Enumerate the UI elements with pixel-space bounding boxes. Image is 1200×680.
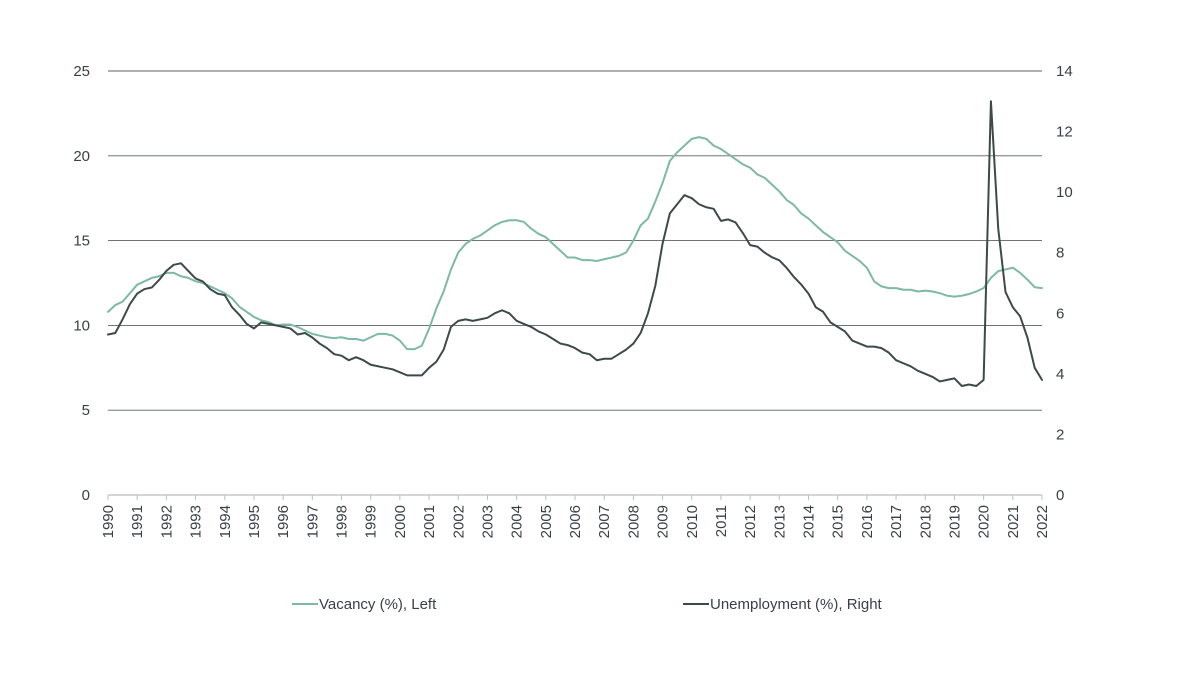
- legend[interactable]: Vacancy (%), Left Unemployment (%), Right: [292, 596, 883, 613]
- right-y-tick-label: 8: [1056, 245, 1064, 262]
- unemployment-series-line: [107, 100, 1043, 387]
- right-y-tick-label: 6: [1056, 305, 1064, 322]
- x-tick-label: 2021: [1005, 505, 1022, 538]
- legend-item[interactable]: Vacancy (%), Left: [292, 596, 437, 613]
- vacancy-series-line: [107, 136, 1043, 351]
- x-tick-label: 1994: [217, 505, 234, 538]
- x-tick-label: 2020: [976, 505, 993, 538]
- left-y-tick-label: 5: [82, 402, 90, 419]
- x-tick-label: 2010: [684, 505, 701, 538]
- x-tick-label: 2016: [859, 505, 876, 538]
- x-tick-label: 2006: [567, 505, 584, 538]
- x-tick-label: 2001: [421, 505, 438, 538]
- legend-label: Unemployment (%), Right: [710, 596, 883, 613]
- x-axis: 1990 1991 1992 1993 1994 1995 1996 1997 1998 1999…: [100, 495, 1051, 538]
- right-y-tick-label: 12: [1056, 124, 1073, 141]
- x-tick-label: 2019: [946, 505, 963, 538]
- x-tick-label: 2012: [742, 505, 759, 538]
- left-y-tick-label: 20: [73, 148, 90, 165]
- right-y-axis: 0 2 4 6 8 10 12 14: [1056, 63, 1073, 504]
- right-y-tick-label: 14: [1056, 63, 1073, 80]
- left-y-tick-label: 0: [82, 487, 90, 504]
- right-y-tick-label: 0: [1056, 487, 1064, 504]
- x-tick-label: 2002: [450, 505, 467, 538]
- x-tick-label: 1995: [246, 505, 263, 538]
- x-tick-label: 2018: [917, 505, 934, 538]
- x-tick-label: 1999: [363, 505, 380, 538]
- x-tick-label: 1993: [188, 505, 205, 538]
- right-y-tick-label: 10: [1056, 184, 1073, 201]
- right-y-tick-label: 2: [1056, 426, 1064, 443]
- right-y-tick-label: 4: [1056, 366, 1064, 383]
- left-y-tick-label: 25: [73, 63, 90, 80]
- x-tick-label: 2004: [509, 505, 526, 538]
- x-tick-label: 1991: [129, 505, 146, 538]
- left-y-tick-label: 15: [73, 233, 90, 250]
- gridlines: [108, 70, 1042, 496]
- x-tick-label: 2015: [830, 505, 847, 538]
- x-tick-label: 2017: [888, 505, 905, 538]
- x-tick-label: 2008: [625, 505, 642, 538]
- x-tick-label: 2000: [392, 505, 409, 538]
- left-y-axis: 0 5 10 15 20 25: [73, 63, 90, 504]
- x-tick-label: 2014: [801, 505, 818, 538]
- x-tick-label: 2009: [655, 505, 672, 538]
- x-tick-label: 2003: [479, 505, 496, 538]
- x-tick-label: 2007: [596, 505, 613, 538]
- x-tick-label: 1997: [304, 505, 321, 538]
- x-tick-label: 2022: [1034, 505, 1051, 538]
- x-tick-label: 2005: [538, 505, 555, 538]
- x-tick-label: 1998: [334, 505, 351, 538]
- legend-item[interactable]: Unemployment (%), Right: [683, 596, 883, 613]
- left-y-tick-label: 10: [73, 317, 90, 334]
- x-tick-label: 1990: [100, 505, 117, 538]
- x-tick-label: 2013: [771, 505, 788, 538]
- x-tick-label: 2011: [713, 505, 730, 537]
- x-tick-label: 1992: [158, 505, 175, 538]
- legend-label: Vacancy (%), Left: [319, 596, 437, 613]
- series-lines: [107, 100, 1043, 387]
- x-tick-label: 1996: [275, 505, 292, 538]
